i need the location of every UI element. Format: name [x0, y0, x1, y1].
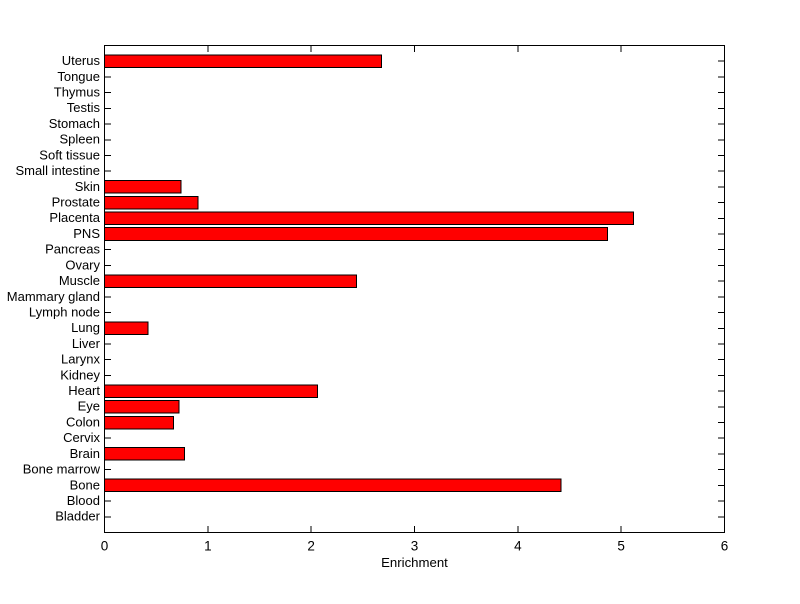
svg-text:Kidney: Kidney [60, 367, 100, 382]
svg-text:Eye: Eye [78, 399, 100, 414]
svg-text:Mammary gland: Mammary gland [7, 289, 100, 304]
svg-text:Bone: Bone [70, 477, 100, 492]
svg-text:Prostate: Prostate [52, 195, 100, 210]
svg-text:1: 1 [204, 538, 212, 553]
svg-text:4: 4 [514, 538, 522, 553]
svg-text:Uterus: Uterus [62, 53, 101, 68]
svg-text:Pancreas: Pancreas [45, 242, 100, 257]
svg-text:Cervix: Cervix [63, 430, 100, 445]
svg-text:Blood: Blood [67, 493, 100, 508]
svg-text:Testis: Testis [67, 100, 101, 115]
svg-text:Spleen: Spleen [60, 132, 100, 147]
svg-text:Placenta: Placenta [49, 210, 100, 225]
svg-text:Lymph node: Lymph node [29, 304, 100, 319]
svg-text:Bone marrow: Bone marrow [23, 462, 101, 477]
svg-text:Larynx: Larynx [61, 352, 101, 367]
svg-text:Colon: Colon [66, 414, 100, 429]
svg-text:3: 3 [411, 538, 419, 553]
svg-text:2: 2 [307, 538, 315, 553]
svg-text:Small intestine: Small intestine [15, 163, 100, 178]
svg-text:PNS: PNS [73, 226, 100, 241]
svg-text:Enrichment: Enrichment [381, 555, 448, 570]
svg-text:Thymus: Thymus [54, 85, 101, 100]
svg-text:Skin: Skin [75, 179, 100, 194]
svg-text:5: 5 [617, 538, 625, 553]
svg-text:Soft tissue: Soft tissue [39, 147, 100, 162]
svg-text:Bladder: Bladder [55, 509, 100, 524]
svg-text:Heart: Heart [68, 383, 100, 398]
svg-text:Brain: Brain [70, 446, 100, 461]
svg-text:Stomach: Stomach [49, 116, 100, 131]
svg-text:Lung: Lung [71, 320, 100, 335]
svg-text:Muscle: Muscle [59, 273, 100, 288]
svg-text:0: 0 [101, 538, 109, 553]
svg-text:6: 6 [721, 538, 729, 553]
svg-text:Tongue: Tongue [57, 69, 100, 84]
svg-text:Ovary: Ovary [65, 257, 100, 272]
svg-text:Liver: Liver [72, 336, 101, 351]
